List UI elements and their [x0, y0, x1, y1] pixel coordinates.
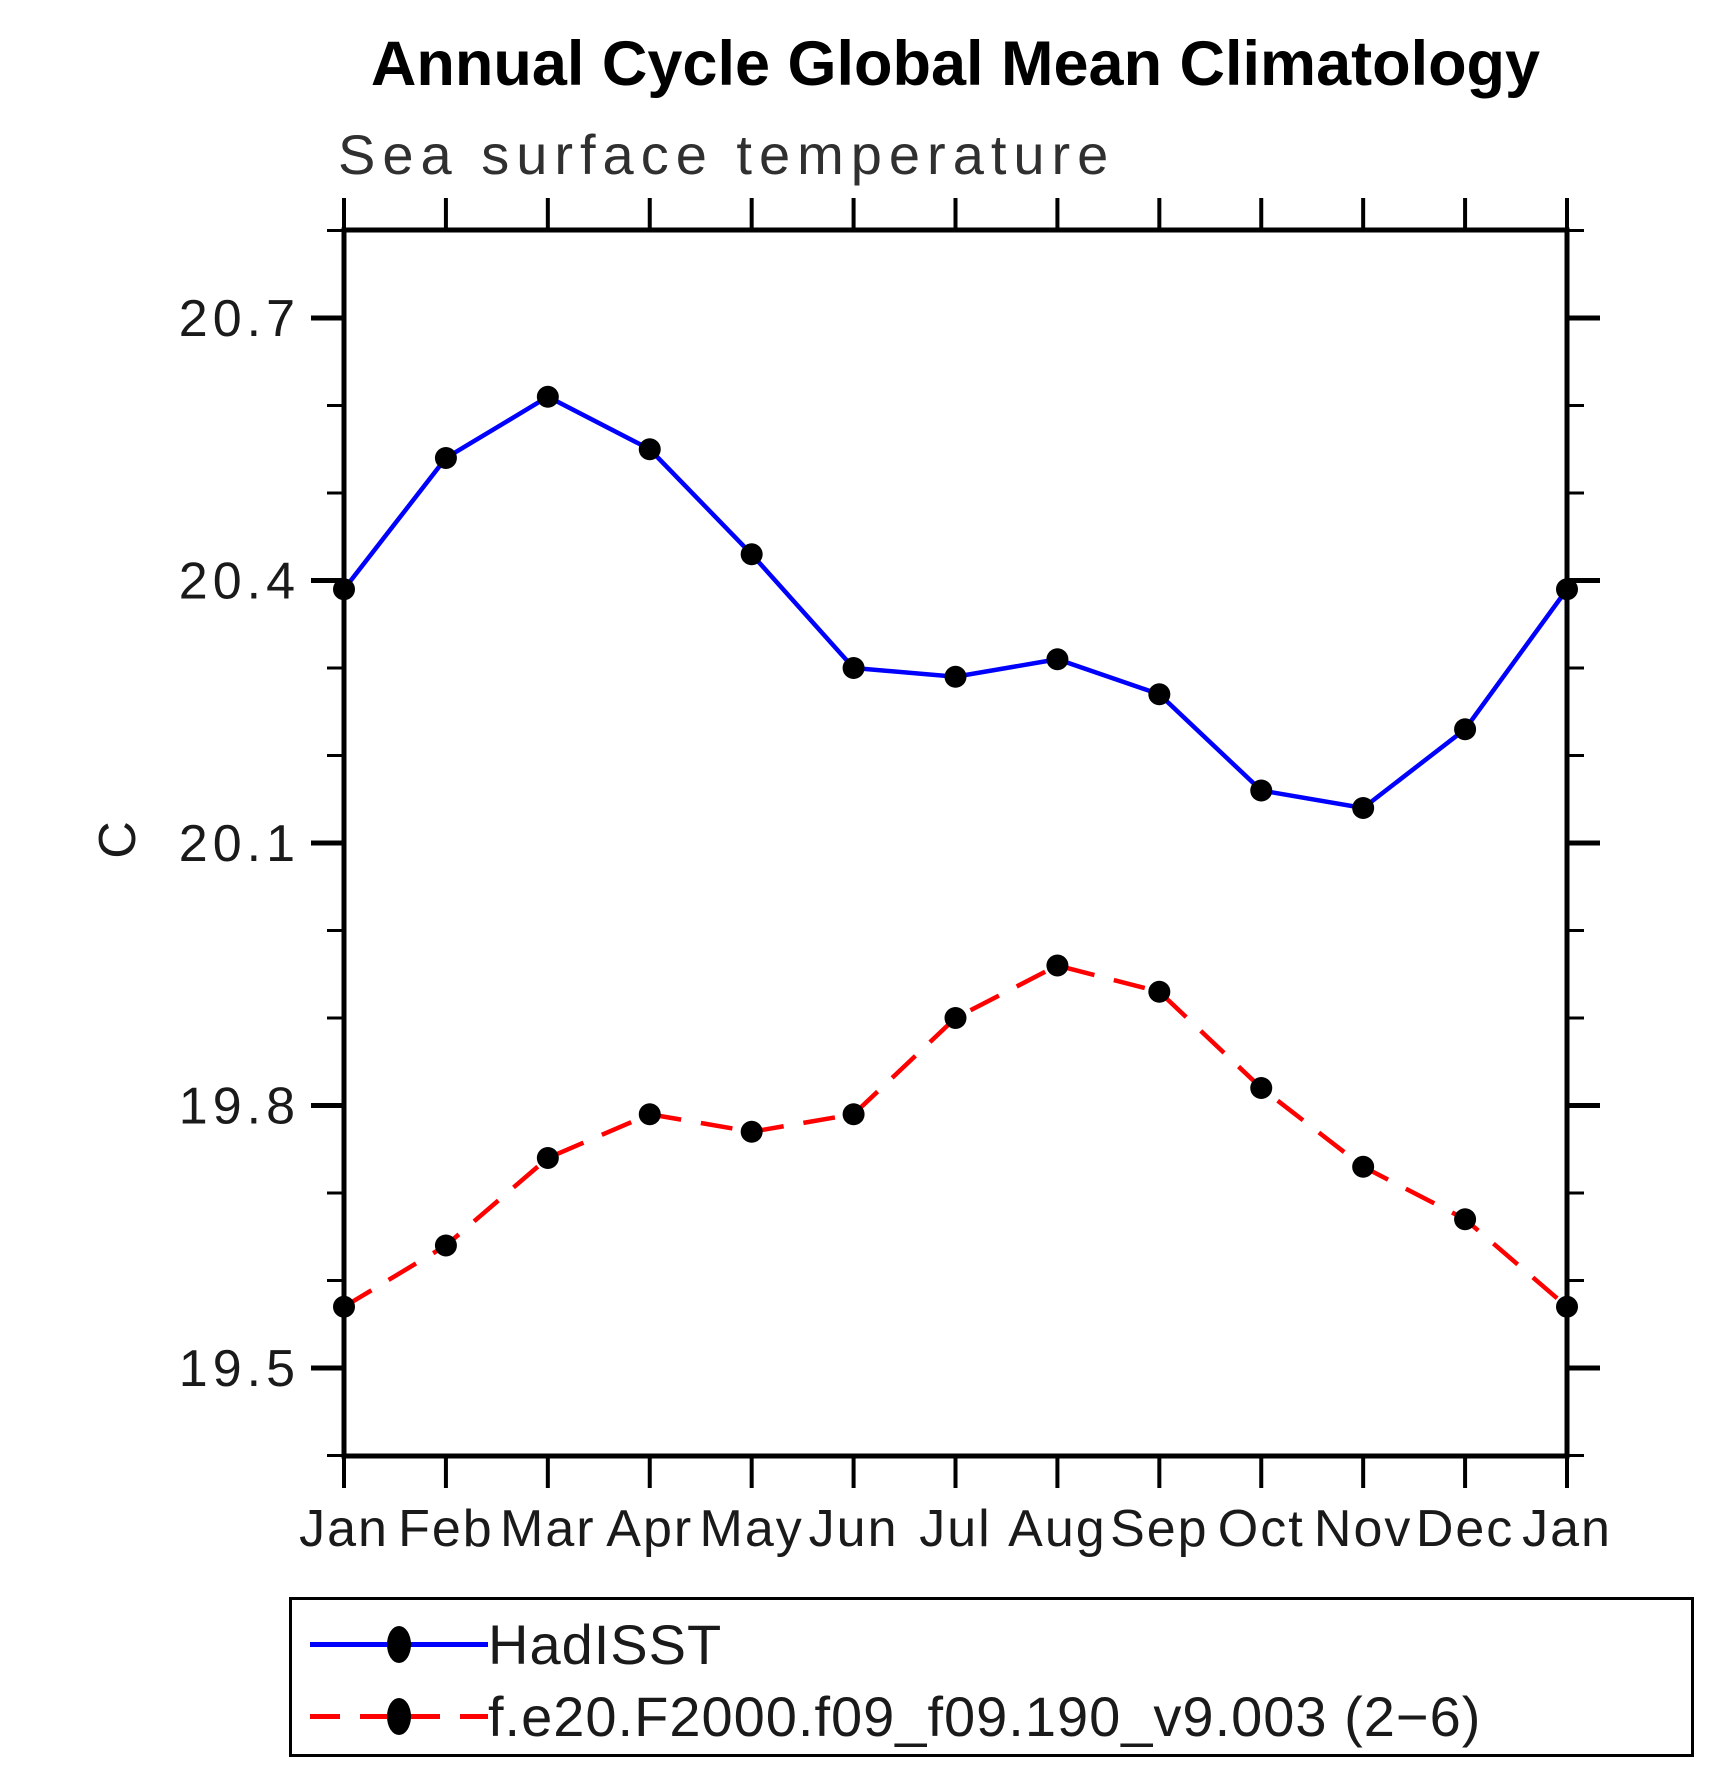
x-tick-label: Jan — [1522, 1500, 1612, 1558]
data-point-marker — [1454, 1208, 1477, 1231]
chart-title: Annual Cycle Global Mean Climatology — [370, 29, 1541, 99]
x-tick-label: Jul — [919, 1500, 991, 1558]
legend-label-hadisst: HadISST — [488, 1612, 723, 1676]
legend-entry-hadisst: HadISST — [292, 1606, 722, 1682]
data-point-marker — [740, 543, 763, 566]
data-point-marker — [536, 385, 559, 408]
data-point-marker — [1148, 980, 1171, 1003]
axes — [341, 227, 1570, 1459]
data-point-marker — [638, 1103, 661, 1126]
x-tick-label: Nov — [1314, 1500, 1412, 1558]
x-tick-label: May — [700, 1500, 804, 1558]
x-tick-label: Sep — [1110, 1500, 1209, 1558]
data-point-marker — [842, 1103, 865, 1126]
data-point-marker — [434, 447, 457, 469]
x-tick-label: Dec — [1416, 1500, 1514, 1558]
data-point-marker — [1556, 578, 1578, 601]
x-tick-label: Apr — [606, 1500, 693, 1558]
x-tick-label: Aug — [1008, 1500, 1107, 1558]
data-point-marker — [944, 665, 967, 688]
data-point-marker — [333, 1295, 355, 1318]
plot-frame — [341, 227, 1570, 1459]
data-point-marker — [638, 438, 661, 461]
legend-entry-model: f.e20.F2000.f09_f09.190_v9.003 (2−6) — [292, 1678, 1481, 1754]
x-tick-label: Jan — [299, 1500, 389, 1558]
data-point-marker — [842, 657, 865, 679]
chart-subtitle: Sea surface temperature — [338, 123, 1116, 186]
data-point-marker — [740, 1120, 763, 1143]
x-tick-label: Feb — [398, 1500, 494, 1558]
axis-tick-labels: Jan Feb Mar Apr May Jun Jul Aug Sep Oct Nov Dec Jan2… — [179, 290, 1612, 1558]
data-series — [333, 385, 1578, 1318]
series-model — [333, 954, 1578, 1318]
data-point-marker — [536, 1147, 559, 1169]
solid-series-line — [342, 394, 1569, 811]
x-tick-label: Oct — [1218, 1500, 1305, 1558]
y-tick-label: 19.5 — [179, 1340, 300, 1398]
circle-marker-icon — [387, 1698, 411, 1735]
data-point-marker — [1046, 954, 1069, 977]
data-point-marker — [1148, 683, 1171, 706]
data-point-marker — [1556, 1295, 1578, 1318]
data-point-marker — [333, 578, 355, 601]
series-hadisst — [333, 385, 1578, 819]
y-tick-label: 20.4 — [179, 553, 300, 611]
legend-box: HadISST f.e20.F2000.f09_f09.190_v9.003 (… — [289, 1597, 1694, 1757]
data-point-marker — [1352, 1155, 1375, 1178]
x-tick-label: Mar — [500, 1500, 596, 1558]
axis-ticks — [311, 198, 1600, 1488]
x-tick-label: Jun — [809, 1500, 899, 1558]
y-tick-label: 20.1 — [179, 815, 300, 873]
legend-sample-dashed — [310, 1696, 488, 1736]
y-tick-label: 20.7 — [179, 290, 300, 348]
data-point-marker — [1250, 1077, 1273, 1099]
data-point-marker — [1352, 797, 1375, 819]
circle-marker-icon — [387, 1626, 411, 1663]
data-point-marker — [1046, 648, 1069, 671]
data-point-marker — [434, 1234, 457, 1257]
legend-label-model: f.e20.F2000.f09_f09.190_v9.003 (2−6) — [488, 1684, 1482, 1748]
data-point-marker — [1454, 718, 1477, 741]
legend-sample-solid — [310, 1624, 488, 1664]
y-tick-label: 19.8 — [179, 1078, 300, 1136]
data-point-marker — [1250, 779, 1273, 802]
data-point-marker — [944, 1007, 967, 1029]
